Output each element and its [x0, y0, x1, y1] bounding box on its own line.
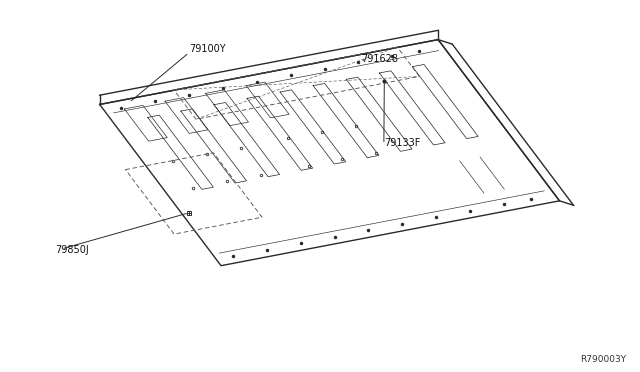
Text: R790003Y: R790003Y: [580, 355, 627, 364]
Text: 791628: 791628: [362, 54, 399, 64]
Text: 79100Y: 79100Y: [189, 44, 226, 54]
Text: 79133F: 79133F: [384, 138, 420, 148]
Text: 79850J: 79850J: [55, 246, 89, 256]
